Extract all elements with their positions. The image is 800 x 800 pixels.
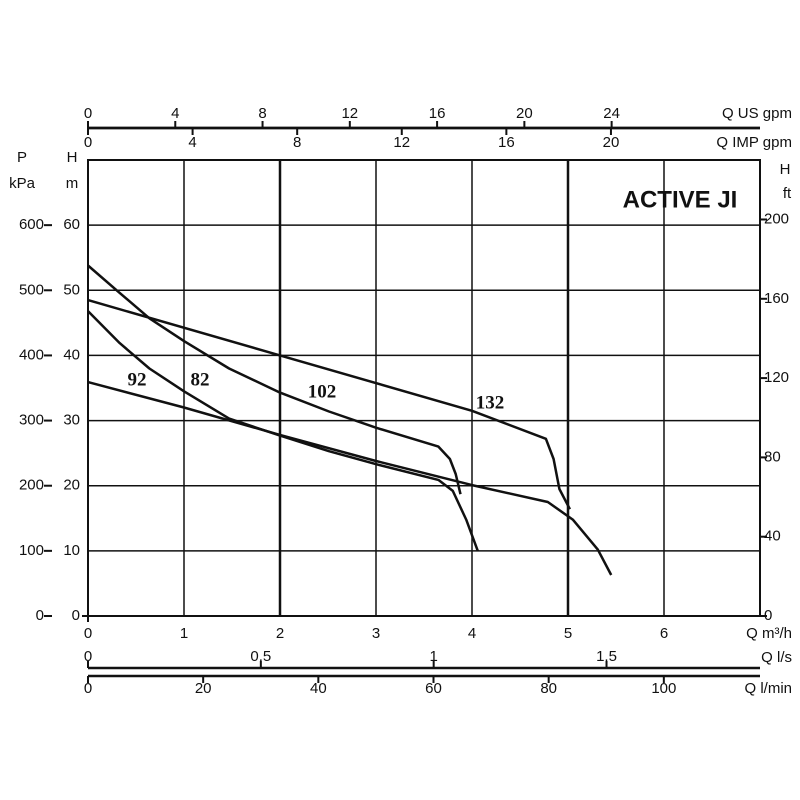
pump-curve — [87, 310, 479, 552]
x-tick-label: 5 — [564, 625, 572, 642]
x-tick-label: 2 — [276, 625, 284, 642]
lmin-axis-tick-label: 40 — [310, 680, 327, 697]
curve-label: 132 — [476, 392, 505, 413]
y-tick-label: 30 — [63, 412, 80, 429]
x-tick-label: 6 — [660, 625, 668, 642]
y-tick-label: 10 — [63, 542, 80, 559]
imp-gpm-axis-tick-label: 0 — [84, 134, 92, 151]
us-gpm-axis-title: Q US gpm — [722, 105, 792, 122]
us-gpm-axis-tick-label: 20 — [516, 105, 533, 122]
pressure-tick-label: 400 — [19, 346, 44, 363]
feet-axis-unit: ft — [783, 185, 792, 202]
y-axis-unit: m — [66, 175, 79, 192]
us-gpm-axis-tick-label: 0 — [84, 105, 92, 122]
x-tick-label: 4 — [468, 625, 476, 642]
chart-title: ACTIVE JI — [623, 186, 738, 213]
imp-gpm-axis-tick-label: 8 — [293, 134, 301, 151]
us-gpm-axis-tick-label: 24 — [603, 105, 620, 122]
imp-gpm-axis-tick-label: 4 — [188, 134, 196, 151]
pressure-tick-label: 0 — [36, 607, 44, 624]
us-gpm-axis-tick-label: 8 — [258, 105, 266, 122]
imp-gpm-axis-title: Q IMP gpm — [716, 134, 792, 151]
feet-tick-label: 0 — [764, 607, 772, 624]
ls-axis-tick-label: 1,5 — [596, 648, 617, 665]
imp-gpm-axis-tick-label: 12 — [393, 134, 410, 151]
pressure-tick-label: 300 — [19, 412, 44, 429]
pressure-tick-label: 600 — [19, 216, 44, 233]
pump-curve — [87, 264, 462, 495]
lmin-axis-tick-label: 60 — [425, 680, 442, 697]
lmin-axis-title: Q l/min — [744, 680, 792, 697]
y-tick-label: 0 — [72, 607, 80, 624]
us-gpm-axis-tick-label: 4 — [171, 105, 179, 122]
lmin-axis-tick-label: 20 — [195, 680, 212, 697]
y-tick-label: 60 — [63, 216, 80, 233]
y-tick-label: 50 — [63, 281, 80, 298]
x-tick-label: 3 — [372, 625, 380, 642]
pressure-tick-label: 100 — [19, 542, 44, 559]
x-tick-label: 0 — [84, 625, 92, 642]
ls-axis-tick-label: 1 — [430, 648, 438, 665]
pump-curve — [87, 298, 572, 510]
pump-curve — [87, 380, 613, 576]
curve-label: 82 — [191, 369, 210, 390]
imp-gpm-axis-tick-label: 16 — [498, 134, 515, 151]
lmin-axis-tick-label: 80 — [540, 680, 557, 697]
y-axis-title: H — [67, 149, 78, 166]
feet-tick-label: 120 — [764, 369, 789, 386]
feet-tick-label: 40 — [764, 528, 781, 545]
imp-gpm-axis-tick-label: 20 — [603, 134, 620, 151]
plot-frame — [87, 159, 761, 617]
feet-axis-title: H — [780, 161, 791, 178]
pressure-axis-unit: kPa — [9, 175, 36, 192]
pressure-tick-label: 200 — [19, 477, 44, 494]
ls-axis-title: Q l/s — [761, 649, 792, 666]
curve-label: 102 — [308, 381, 337, 402]
feet-tick-label: 160 — [764, 290, 789, 307]
us-gpm-axis-tick-label: 16 — [429, 105, 446, 122]
us-gpm-axis-tick-label: 12 — [341, 105, 358, 122]
lmin-axis-tick-label: 0 — [84, 680, 92, 697]
ls-axis-tick-label: 0,5 — [250, 648, 271, 665]
lmin-axis-tick-label: 100 — [651, 680, 676, 697]
x-tick-label: 1 — [180, 625, 188, 642]
feet-tick-label: 200 — [764, 210, 789, 227]
curve-label: 92 — [128, 369, 147, 390]
pressure-axis-title: P — [17, 149, 27, 166]
pressure-tick-label: 500 — [19, 281, 44, 298]
y-tick-label: 40 — [63, 346, 80, 363]
x-axis-title: Q m³/h — [746, 625, 792, 642]
ls-axis-tick-label: 0 — [84, 648, 92, 665]
feet-tick-label: 80 — [764, 448, 781, 465]
y-tick-label: 20 — [63, 477, 80, 494]
